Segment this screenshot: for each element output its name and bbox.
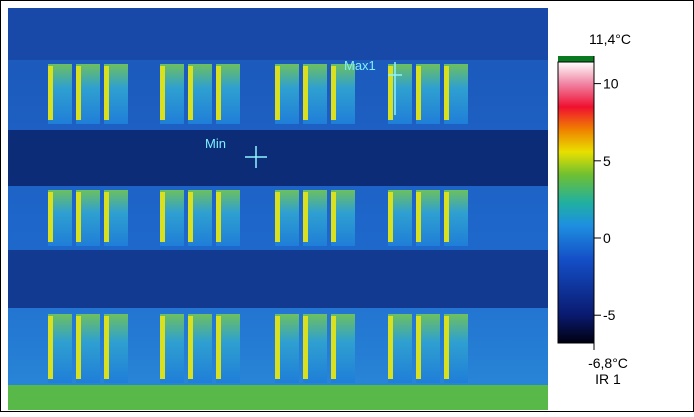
window-edge — [388, 192, 393, 242]
window-edge — [48, 66, 53, 120]
marker-max — [388, 62, 402, 115]
window-edge — [216, 192, 221, 242]
window-edge — [188, 316, 193, 379]
window-edge — [331, 66, 336, 120]
window-edge — [216, 66, 221, 120]
window-edge — [76, 192, 81, 242]
window-edge — [104, 192, 109, 242]
window-edge — [303, 192, 308, 242]
floor-band — [8, 130, 548, 186]
thermal-image — [8, 8, 548, 410]
marker-label: Max1 — [344, 58, 376, 73]
window-edge — [104, 66, 109, 120]
color-scale — [557, 61, 595, 344]
window-edge — [160, 192, 165, 242]
window-edge — [303, 66, 308, 120]
window-edge — [416, 192, 421, 242]
window-edge — [331, 316, 336, 379]
window-edge — [48, 192, 53, 242]
window-edge — [275, 316, 280, 379]
marker-min — [245, 146, 267, 168]
scale-overflow — [558, 56, 594, 63]
window-edge — [275, 192, 280, 242]
window-edge — [444, 66, 449, 120]
window-edge — [188, 66, 193, 120]
window-edge — [48, 316, 53, 379]
window-edge — [416, 316, 421, 379]
window-edge — [303, 316, 308, 379]
window-edge — [104, 316, 109, 379]
window-edge — [160, 316, 165, 379]
window-edge — [331, 192, 336, 242]
scale-tick-label: 5 — [603, 153, 611, 169]
window-edge — [160, 66, 165, 120]
scale-tick-label: -5 — [603, 307, 616, 323]
window-edge — [388, 316, 393, 379]
window-edge — [444, 192, 449, 242]
window-edge — [444, 316, 449, 379]
ground — [8, 385, 548, 410]
roof-band — [8, 8, 548, 60]
scale-max-label: 11,4°C — [589, 31, 631, 47]
channel-label: IR 1 — [595, 371, 621, 387]
scale-min-label: -6,8°C — [588, 355, 628, 371]
window-edge — [275, 66, 280, 120]
window-edge — [188, 192, 193, 242]
marker-label: Min — [205, 136, 226, 151]
window-edge — [388, 66, 393, 120]
scale-tick-label: 10 — [603, 76, 619, 92]
window-edge — [76, 316, 81, 379]
scale-tick-label: 0 — [603, 230, 611, 246]
window-edge — [76, 66, 81, 120]
window-edge — [216, 316, 221, 379]
floor-band — [8, 250, 548, 308]
window-edge — [416, 66, 421, 120]
